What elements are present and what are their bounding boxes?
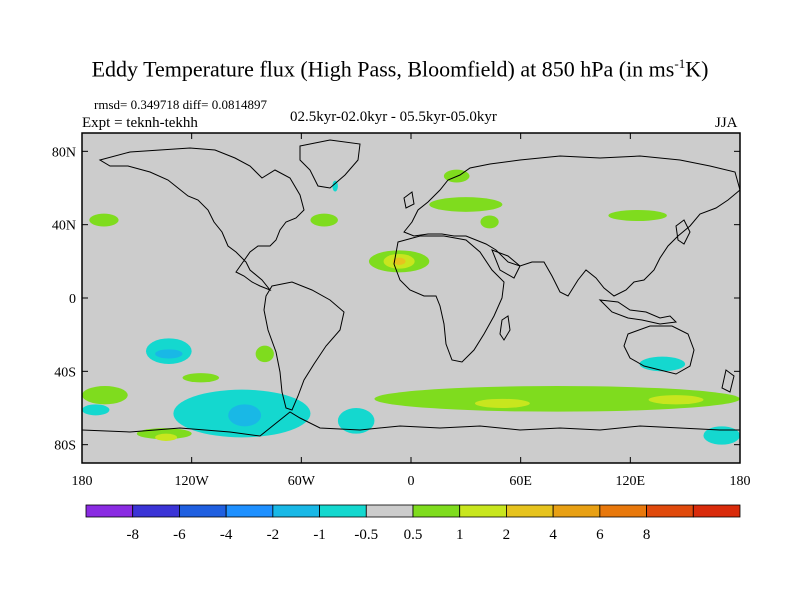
colorbar-label: -6 [173, 527, 186, 543]
coastline-antarctica [82, 411, 740, 437]
map-title: Eddy Temperature flux (High Pass, Bloomf… [0, 56, 800, 82]
lat-tick-label: 80S [54, 439, 76, 454]
coastline-south-america [263, 281, 345, 411]
coastline-greenland [299, 139, 361, 189]
flux-region-1 [310, 213, 338, 227]
flux-region-17 [228, 404, 262, 427]
colorbar-label: -8 [126, 527, 139, 543]
colorbar-swatch [85, 504, 134, 518]
lat-tick-label: 40N [52, 219, 76, 234]
coastline-layer [82, 139, 740, 437]
flux-region-15 [82, 404, 110, 416]
lon-tick-label: 120E [616, 474, 646, 489]
colorbar-label: 4 [549, 527, 557, 543]
colorbar-swatch [506, 504, 554, 518]
colorbar-label: 1 [456, 527, 464, 543]
lat-tick-label: 40S [54, 365, 76, 380]
longitude-axis: 180 120W 60W 0 60E 120E 180 [72, 133, 751, 489]
lon-tick-label: 60E [509, 474, 532, 489]
lat-tick-label: 80N [52, 145, 76, 160]
season-label: JJA [715, 115, 738, 131]
flux-region-2 [332, 180, 338, 192]
title-main: Eddy Temperature flux (High Pass, Bloomf… [91, 56, 675, 82]
colorbar-label: -4 [220, 527, 233, 543]
coastline-british-isles [403, 191, 415, 209]
colorbar-swatch [132, 504, 180, 518]
flux-region-4 [429, 197, 503, 212]
coastline-indonesia [598, 299, 678, 325]
colorbar-label: 2 [503, 527, 511, 543]
colorbar-label: 0.5 [404, 527, 423, 543]
coastline-japan [675, 219, 691, 245]
flux-region-5 [480, 215, 499, 229]
flux-region-8 [392, 257, 406, 266]
statistics-label: rmsd= 0.349718 diff= 0.0814897 [94, 97, 267, 112]
flux-region-21 [648, 395, 704, 405]
coastline-australia [623, 325, 695, 375]
colorbar-swatch [599, 504, 647, 518]
flux-region-18 [337, 408, 375, 434]
coastline-africa [393, 235, 505, 363]
colorbar-swatch [646, 504, 694, 518]
colorbar-swatch [692, 504, 741, 518]
coastline-north-america [98, 147, 305, 292]
coastline-arabia [491, 249, 521, 279]
period-label: 02.5kyr-02.0kyr - 05.5kyr-05.0kyr [290, 109, 497, 125]
colorbar-label: -1 [313, 527, 326, 543]
colorbar-swatch [225, 504, 274, 518]
flux-region-12 [255, 345, 274, 363]
colorbar-swatch [272, 504, 320, 518]
colorbar: -8 -6 -4 -2 -1 -0.5 0.5 1 2 4 6 8 [85, 504, 741, 543]
colorbar-swatch [179, 504, 227, 518]
experiment-label: Expt = teknh-tekhh [82, 115, 198, 131]
title-end: K) [685, 56, 709, 82]
lon-tick-label: 120W [175, 474, 210, 489]
flux-region-22 [639, 356, 686, 372]
flux-region-24 [155, 433, 178, 442]
lon-tick-label: 0 [408, 474, 415, 489]
colorbar-swatch [365, 504, 414, 518]
colorbar-swatch [319, 504, 367, 518]
lon-tick-label: 180 [730, 474, 751, 489]
title-superscript: -1 [674, 56, 686, 71]
flux-region-23 [136, 428, 192, 440]
flux-region-0 [89, 213, 119, 227]
colorbar-label: 6 [596, 527, 604, 543]
flux-region-25 [703, 426, 740, 445]
colorbar-swatch [459, 504, 507, 518]
flux-region-20 [474, 398, 530, 408]
colorbar-swatch [412, 504, 461, 518]
lon-tick-label: 60W [288, 474, 316, 489]
flux-region-13 [182, 373, 220, 383]
colorbar-label: 8 [643, 527, 651, 543]
colorbar-label: -2 [267, 527, 280, 543]
flux-field-layer [82, 169, 740, 445]
flux-region-19 [374, 386, 740, 412]
flux-region-9 [608, 210, 667, 221]
lon-tick-label: 180 [72, 474, 93, 489]
coastline-new-zealand [721, 369, 735, 393]
lat-tick-label: 0 [69, 292, 76, 307]
coastline-madagascar [499, 315, 511, 341]
flux-region-11 [155, 349, 183, 359]
colorbar-label: -0.5 [354, 527, 378, 543]
latitude-axis: 80N 40N 0 40S 80S [52, 145, 740, 454]
flux-region-14 [82, 386, 128, 405]
coastline-eurasia [403, 155, 740, 297]
colorbar-swatch [552, 504, 601, 518]
